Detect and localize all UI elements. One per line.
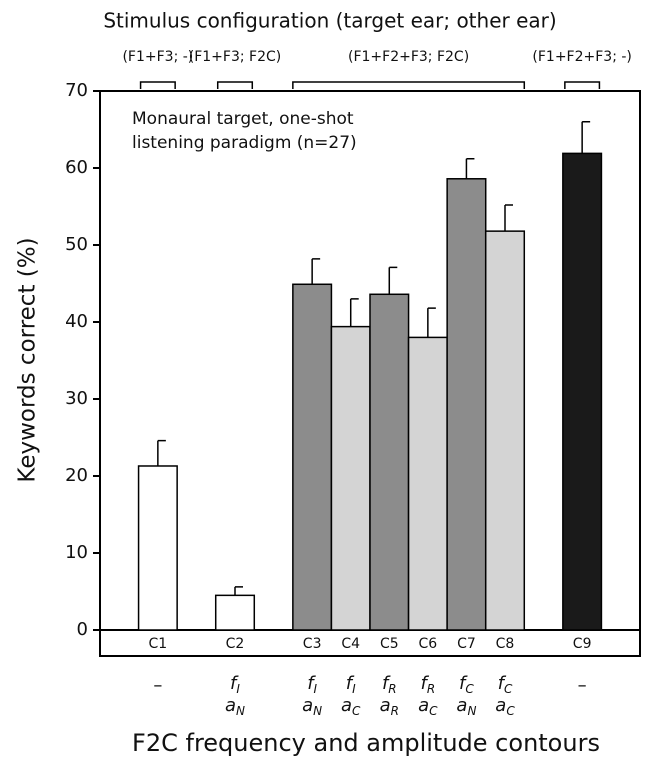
- y-tick-label: 10: [65, 542, 88, 563]
- plot-frame: [99, 90, 641, 657]
- contour-subscript: R: [388, 682, 396, 696]
- contour-symbol: f: [230, 673, 239, 694]
- y-tick-label: 0: [77, 619, 88, 640]
- contour-label: aN: [225, 695, 245, 718]
- x-tick-label: C3: [303, 636, 322, 652]
- group-label: (F1+F2+F3; -): [532, 49, 631, 65]
- x-tick-label: C5: [380, 636, 399, 652]
- bar: [407, 336, 448, 631]
- contour-subscript: I: [314, 682, 318, 696]
- contour-subscript: R: [427, 682, 435, 696]
- x-tick-label: C8: [496, 636, 515, 652]
- x-tick-label: C7: [457, 636, 476, 652]
- x-tick-label: C6: [419, 636, 438, 652]
- x-tick-label: C1: [149, 636, 168, 652]
- contour-label: aC: [418, 695, 438, 718]
- contour-label: fC: [459, 673, 474, 696]
- contour-label: fR: [421, 673, 436, 696]
- contour-subscript: N: [313, 704, 322, 718]
- y-tick-label: 40: [65, 311, 88, 332]
- error-bar: [504, 204, 513, 232]
- annotation: Monaural target, one-shot: [132, 109, 354, 129]
- group-bracket: [216, 81, 254, 89]
- contour-symbol: f: [382, 673, 391, 694]
- bar: [292, 283, 333, 631]
- contour-label: aR: [380, 695, 399, 718]
- contour-label: –: [578, 675, 587, 696]
- chart-title: Stimulus configuration (target ear; othe…: [103, 9, 556, 33]
- contour-subscript: C: [429, 704, 438, 718]
- contour-label: fI: [307, 673, 317, 696]
- x-tick-label: C9: [573, 636, 592, 652]
- error-bar: [311, 258, 321, 285]
- bar: [330, 325, 371, 631]
- y-tick-label: 30: [65, 388, 88, 409]
- bar: [369, 293, 410, 631]
- contour-symbol: a: [302, 695, 313, 716]
- bar: [214, 594, 256, 631]
- group-label: (F1+F3; -): [122, 49, 193, 65]
- contour-subscript: N: [236, 704, 245, 718]
- group-bracket: [139, 81, 176, 89]
- contour-subscript: C: [352, 704, 361, 718]
- y-tick-label: 50: [65, 234, 88, 255]
- contour-symbol: a: [380, 695, 391, 716]
- contour-symbol: f: [498, 673, 507, 694]
- y-axis-label: Keywords correct (%): [15, 237, 41, 482]
- bar: [137, 465, 178, 631]
- y-tick-label: 20: [65, 465, 88, 486]
- contour-label: fI: [346, 673, 356, 696]
- contour-label: aN: [302, 695, 322, 718]
- contour-symbol: a: [495, 695, 506, 716]
- contour-subscript: I: [352, 682, 356, 696]
- error-bar: [388, 266, 398, 295]
- bar: [562, 152, 603, 631]
- error-bar: [349, 298, 359, 327]
- contour-symbol: a: [225, 695, 236, 716]
- error-bar: [157, 439, 166, 466]
- contour-symbol: a: [456, 695, 467, 716]
- error-bar: [234, 586, 243, 596]
- bar: [446, 178, 487, 631]
- group-label: (F1+F2+F3; F2C): [348, 49, 469, 65]
- group-bracket: [292, 81, 526, 89]
- error-bar: [581, 121, 591, 154]
- group-label: (F1+F3; F2C): [189, 49, 281, 65]
- y-tick-label: 70: [65, 80, 88, 101]
- contour-subscript: R: [391, 704, 399, 718]
- contour-symbol: a: [418, 695, 429, 716]
- contour-label: –: [153, 675, 162, 696]
- x-tick-label: C4: [341, 636, 360, 652]
- error-bar: [427, 307, 436, 338]
- contour-symbol: a: [341, 695, 352, 716]
- contour-subscript: C: [504, 682, 513, 696]
- contour-subscript: C: [506, 704, 515, 718]
- contour-label: aC: [341, 695, 361, 718]
- x-axis-label: F2C frequency and amplitude contours: [132, 729, 600, 757]
- contour-symbol: f: [421, 673, 430, 694]
- contour-symbol: f: [346, 673, 355, 694]
- contour-label: fC: [498, 673, 513, 696]
- contour-label: fR: [382, 673, 397, 696]
- contour-subscript: N: [467, 704, 476, 718]
- contour-subscript: C: [465, 682, 474, 696]
- contour-subscript: I: [236, 682, 240, 696]
- x-tick-label: C2: [226, 636, 245, 652]
- contour-symbol: f: [307, 673, 316, 694]
- annotation: listening paradigm (n=27): [132, 133, 357, 153]
- contour-label: fI: [230, 673, 240, 696]
- bar: [484, 230, 526, 631]
- contour-label: aC: [495, 695, 515, 718]
- contour-symbol: f: [459, 673, 468, 694]
- group-bracket: [564, 81, 601, 89]
- contour-label: aN: [456, 695, 476, 718]
- y-tick-label: 60: [65, 157, 88, 178]
- error-bar: [465, 158, 475, 179]
